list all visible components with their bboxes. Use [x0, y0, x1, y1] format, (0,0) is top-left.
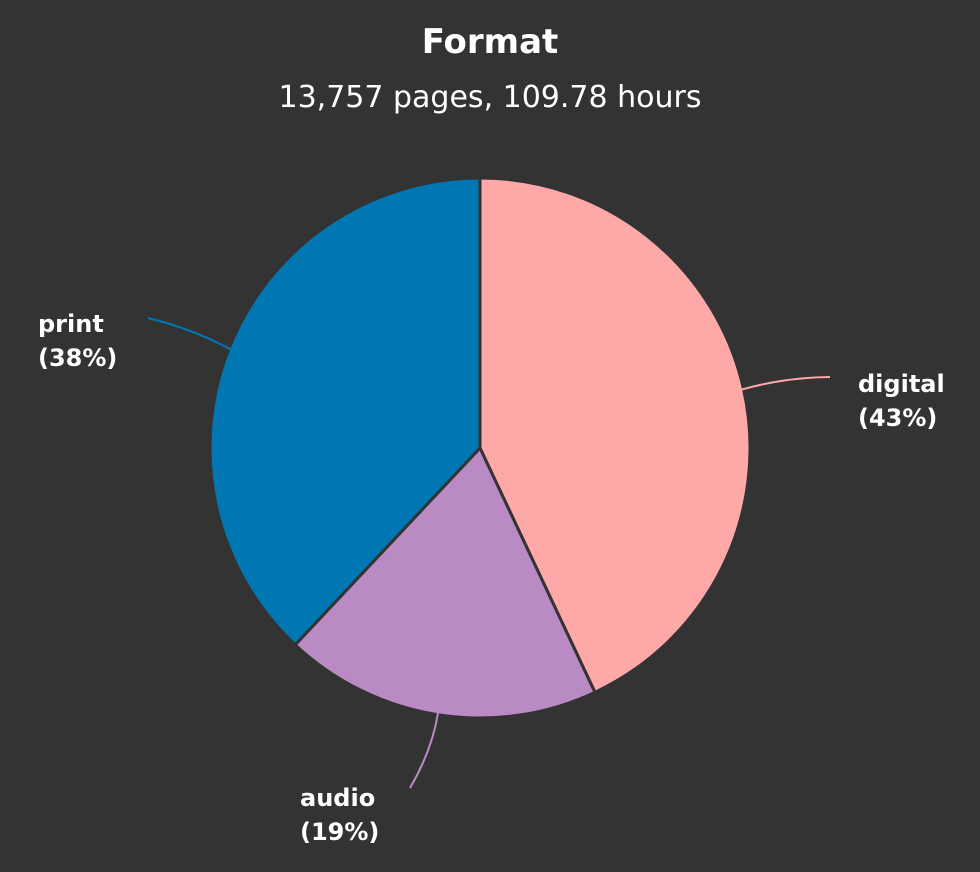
slice-percent-audio: (19%)	[300, 818, 379, 846]
chart-subtitle: 13,757 pages, 109.78 hours	[278, 80, 702, 115]
slice-label-digital: digital	[858, 370, 945, 398]
slice-percent-digital: (43%)	[858, 404, 937, 432]
slice-label-audio: audio	[300, 784, 375, 812]
chart-title: Format	[421, 22, 559, 62]
leader-line-digital	[741, 376, 831, 391]
pie-slices	[208, 176, 752, 720]
leader-line-print	[147, 317, 232, 351]
label-leader-lines	[147, 317, 831, 789]
slice-labels: digital (43%) audio (19%) print (38%)	[38, 310, 945, 846]
leader-line-audio	[409, 712, 440, 789]
slice-label-print: print	[38, 310, 104, 338]
slice-percent-print: (38%)	[38, 344, 117, 372]
